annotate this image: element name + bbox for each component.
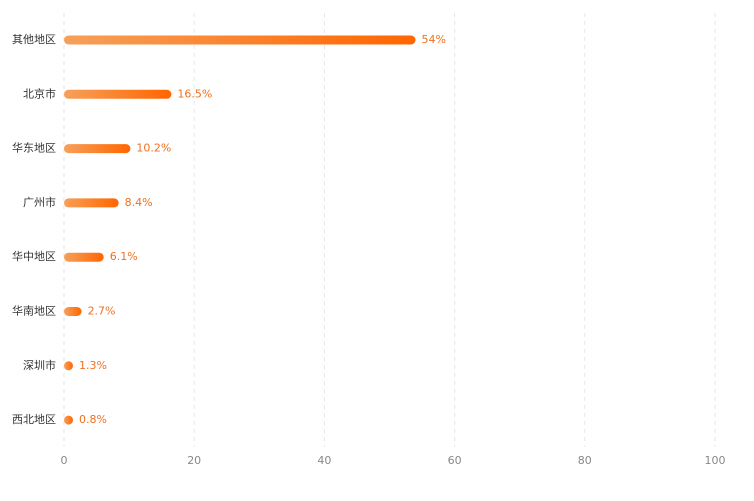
bar — [64, 89, 172, 99]
x-tick-label: 100 — [705, 454, 726, 467]
y-tick-label: 其他地区 — [12, 33, 56, 46]
value-label: 6.1% — [110, 250, 138, 263]
x-tick-label: 20 — [187, 454, 201, 467]
value-label: 1.3% — [79, 359, 107, 372]
y-tick-label: 广州市 — [23, 195, 56, 209]
value-label: 16.5% — [177, 87, 212, 100]
x-tick-label: 80 — [578, 454, 592, 467]
x-tick-label: 60 — [448, 454, 462, 467]
value-label: 2.7% — [88, 305, 116, 318]
bar — [64, 198, 119, 208]
y-tick-label: 华东地区 — [12, 141, 56, 155]
x-tick-label: 0 — [61, 454, 68, 467]
y-tick-label: 西北地区 — [12, 413, 56, 426]
y-tick-label: 北京市 — [23, 86, 56, 100]
value-label: 0.8% — [79, 413, 107, 426]
value-label: 8.4% — [125, 196, 153, 209]
y-tick-label: 深圳市 — [23, 358, 56, 372]
y-tick-label: 华中地区 — [12, 249, 56, 263]
y-tick-label: 华南地区 — [12, 304, 56, 318]
value-label: 10.2% — [136, 142, 171, 155]
x-tick-label: 40 — [317, 454, 331, 467]
bar — [64, 361, 73, 371]
bar — [64, 252, 104, 262]
bar — [64, 415, 73, 425]
value-label: 54% — [422, 33, 446, 46]
bar — [64, 144, 131, 154]
bar — [64, 35, 416, 45]
bar — [64, 307, 82, 316]
